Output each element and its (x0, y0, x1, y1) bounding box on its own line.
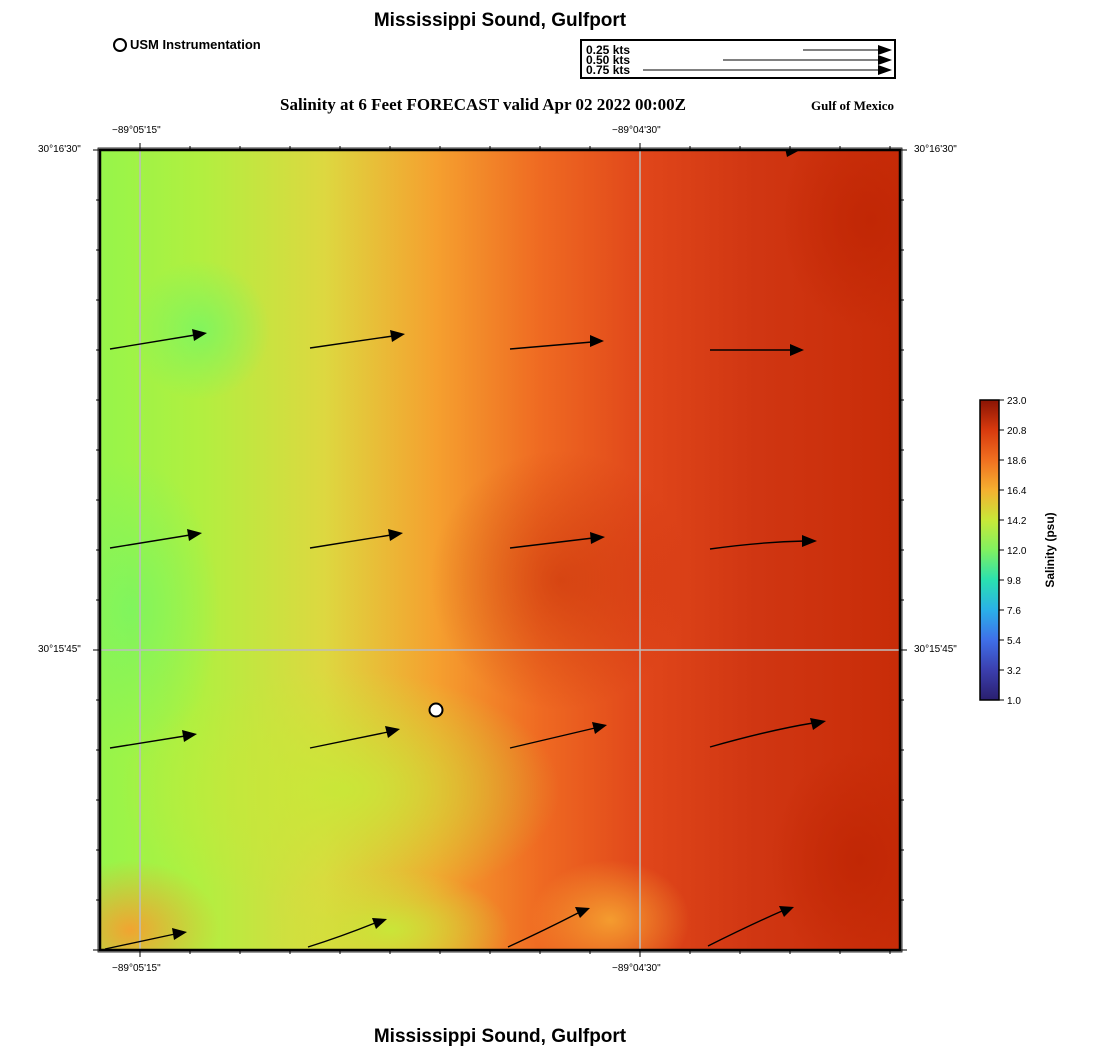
colorbar-tick-label: 20.8 (1007, 426, 1027, 437)
colorbar-tick-label: 3.2 (1007, 666, 1021, 677)
lat-label-right: 30°16'30" (914, 144, 957, 155)
colorbar-tick-label: 23.0 (1007, 396, 1027, 407)
lat-label-left: 30°16'30" (38, 144, 81, 155)
station-marker-icon (113, 37, 127, 52)
colorbar-tick-label: 1.0 (1007, 696, 1021, 707)
lon-label-top: −89°04'30" (612, 125, 661, 136)
lon-label-bottom: −89°05'15" (112, 963, 161, 974)
lat-label-left: 30°15'45" (38, 644, 81, 655)
vector-scale-label: 0.25 kts (586, 43, 630, 57)
station-legend-label: USM Instrumentation (130, 37, 261, 52)
colorbar-tick-label: 7.6 (1007, 606, 1021, 617)
lat-label-right: 30°15'45" (914, 644, 957, 655)
colorbar-tick-label: 16.4 (1007, 486, 1027, 497)
map-subtitle: Salinity at 6 Feet FORECAST valid Apr 02… (280, 95, 686, 114)
axis-ticks (93, 143, 907, 957)
colorbar-tick-label: 18.6 (1007, 456, 1027, 467)
vector-scale-label: 0.75 kts (586, 63, 630, 77)
colorbar-tick-label: 5.4 (1007, 636, 1021, 647)
colorbar-title: Salinity (psu) (1043, 512, 1057, 587)
footer-title: Mississippi Sound, Gulfport (373, 1026, 627, 1047)
colorbar-tick-label: 9.8 (1007, 576, 1021, 587)
colorbar-tick-label: 14.2 (1007, 516, 1027, 527)
colorbar-tick-label: 12.0 (1007, 546, 1027, 557)
lon-label-top: −89°05'15" (112, 125, 161, 136)
vector-scale-label: 0.50 kts (586, 53, 630, 67)
station-marker (428, 702, 444, 718)
current-vectors (104, 334, 814, 950)
lon-label-bottom: −89°04'30" (612, 963, 661, 974)
region-label: Gulf of Mexico (811, 98, 895, 113)
salinity-map (93, 143, 907, 957)
station-legend: USM Instrumentation (113, 37, 261, 52)
vector-scale-legend: 0.25 kts 0.50 kts 0.75 kts (580, 39, 896, 79)
vector-arrowheads (172, 150, 826, 940)
salinity-colorbar: 23.0 20.8 18.6 16.4 14.2 12.0 9.8 7.6 5.… (979, 396, 1057, 707)
map-title: Mississippi Sound, Gulfport (373, 10, 627, 31)
